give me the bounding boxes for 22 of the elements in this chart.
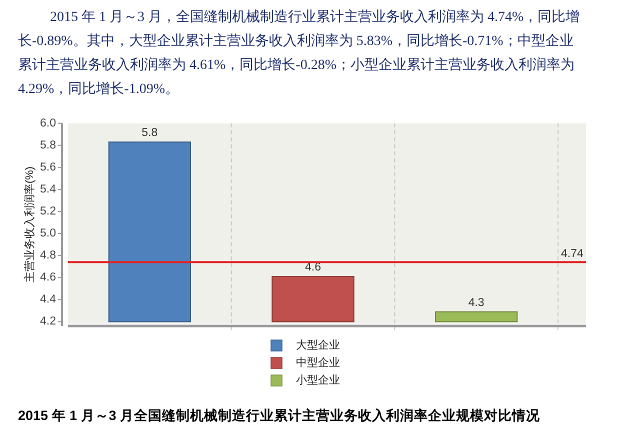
- legend-label: 小型企业: [296, 374, 340, 386]
- y-tick-label: 4.4: [40, 294, 57, 306]
- data-label: 5.8: [142, 127, 158, 140]
- y-tick-label: 5.8: [40, 139, 56, 152]
- y-tick-label: 4.6: [40, 272, 56, 284]
- y-tick-label: 5.2: [40, 205, 56, 218]
- y-axis-title: 主营业务收入利润率(%): [23, 166, 36, 283]
- annotation: 2015 年 1 月～3 月，全国缝制机械制造行业累计主营业务收入利润率为 4.74%，同比增长-0.89%。其中，大型企业累计主营业务收入利润率为 5.83%，同比增长-0.71%；中型企业累计主营业务收入利润率为 4.61%，同比增长-0.28%；小型企业累计主营业务收入利润率为 4.29%，同比增长-1.09%。: [18, 8, 581, 99]
- y-tick-label: 4.2: [40, 316, 56, 328]
- ref-line-label: 4.74: [561, 248, 584, 260]
- data-label: 4.3: [468, 296, 484, 309]
- y-tick-label: 6.0: [40, 117, 56, 130]
- data-label: 4.6: [305, 262, 321, 274]
- legend-label: 中型企业: [296, 356, 340, 369]
- title: 2015 年 1 月～3 月全国缝制机械制造行业累计主营业务收入利润率企业规模对比情况: [18, 407, 540, 425]
- series: 4.3: [435, 296, 518, 322]
- legend-label: 大型企业: [296, 338, 340, 352]
- y-tick-label: 4.8: [40, 250, 56, 262]
- series: 4.6: [272, 262, 354, 322]
- y-tick-label: 5.4: [40, 183, 57, 196]
- y-tick-label: 5.0: [40, 228, 56, 240]
- y-tick-label: 5.6: [40, 161, 56, 174]
